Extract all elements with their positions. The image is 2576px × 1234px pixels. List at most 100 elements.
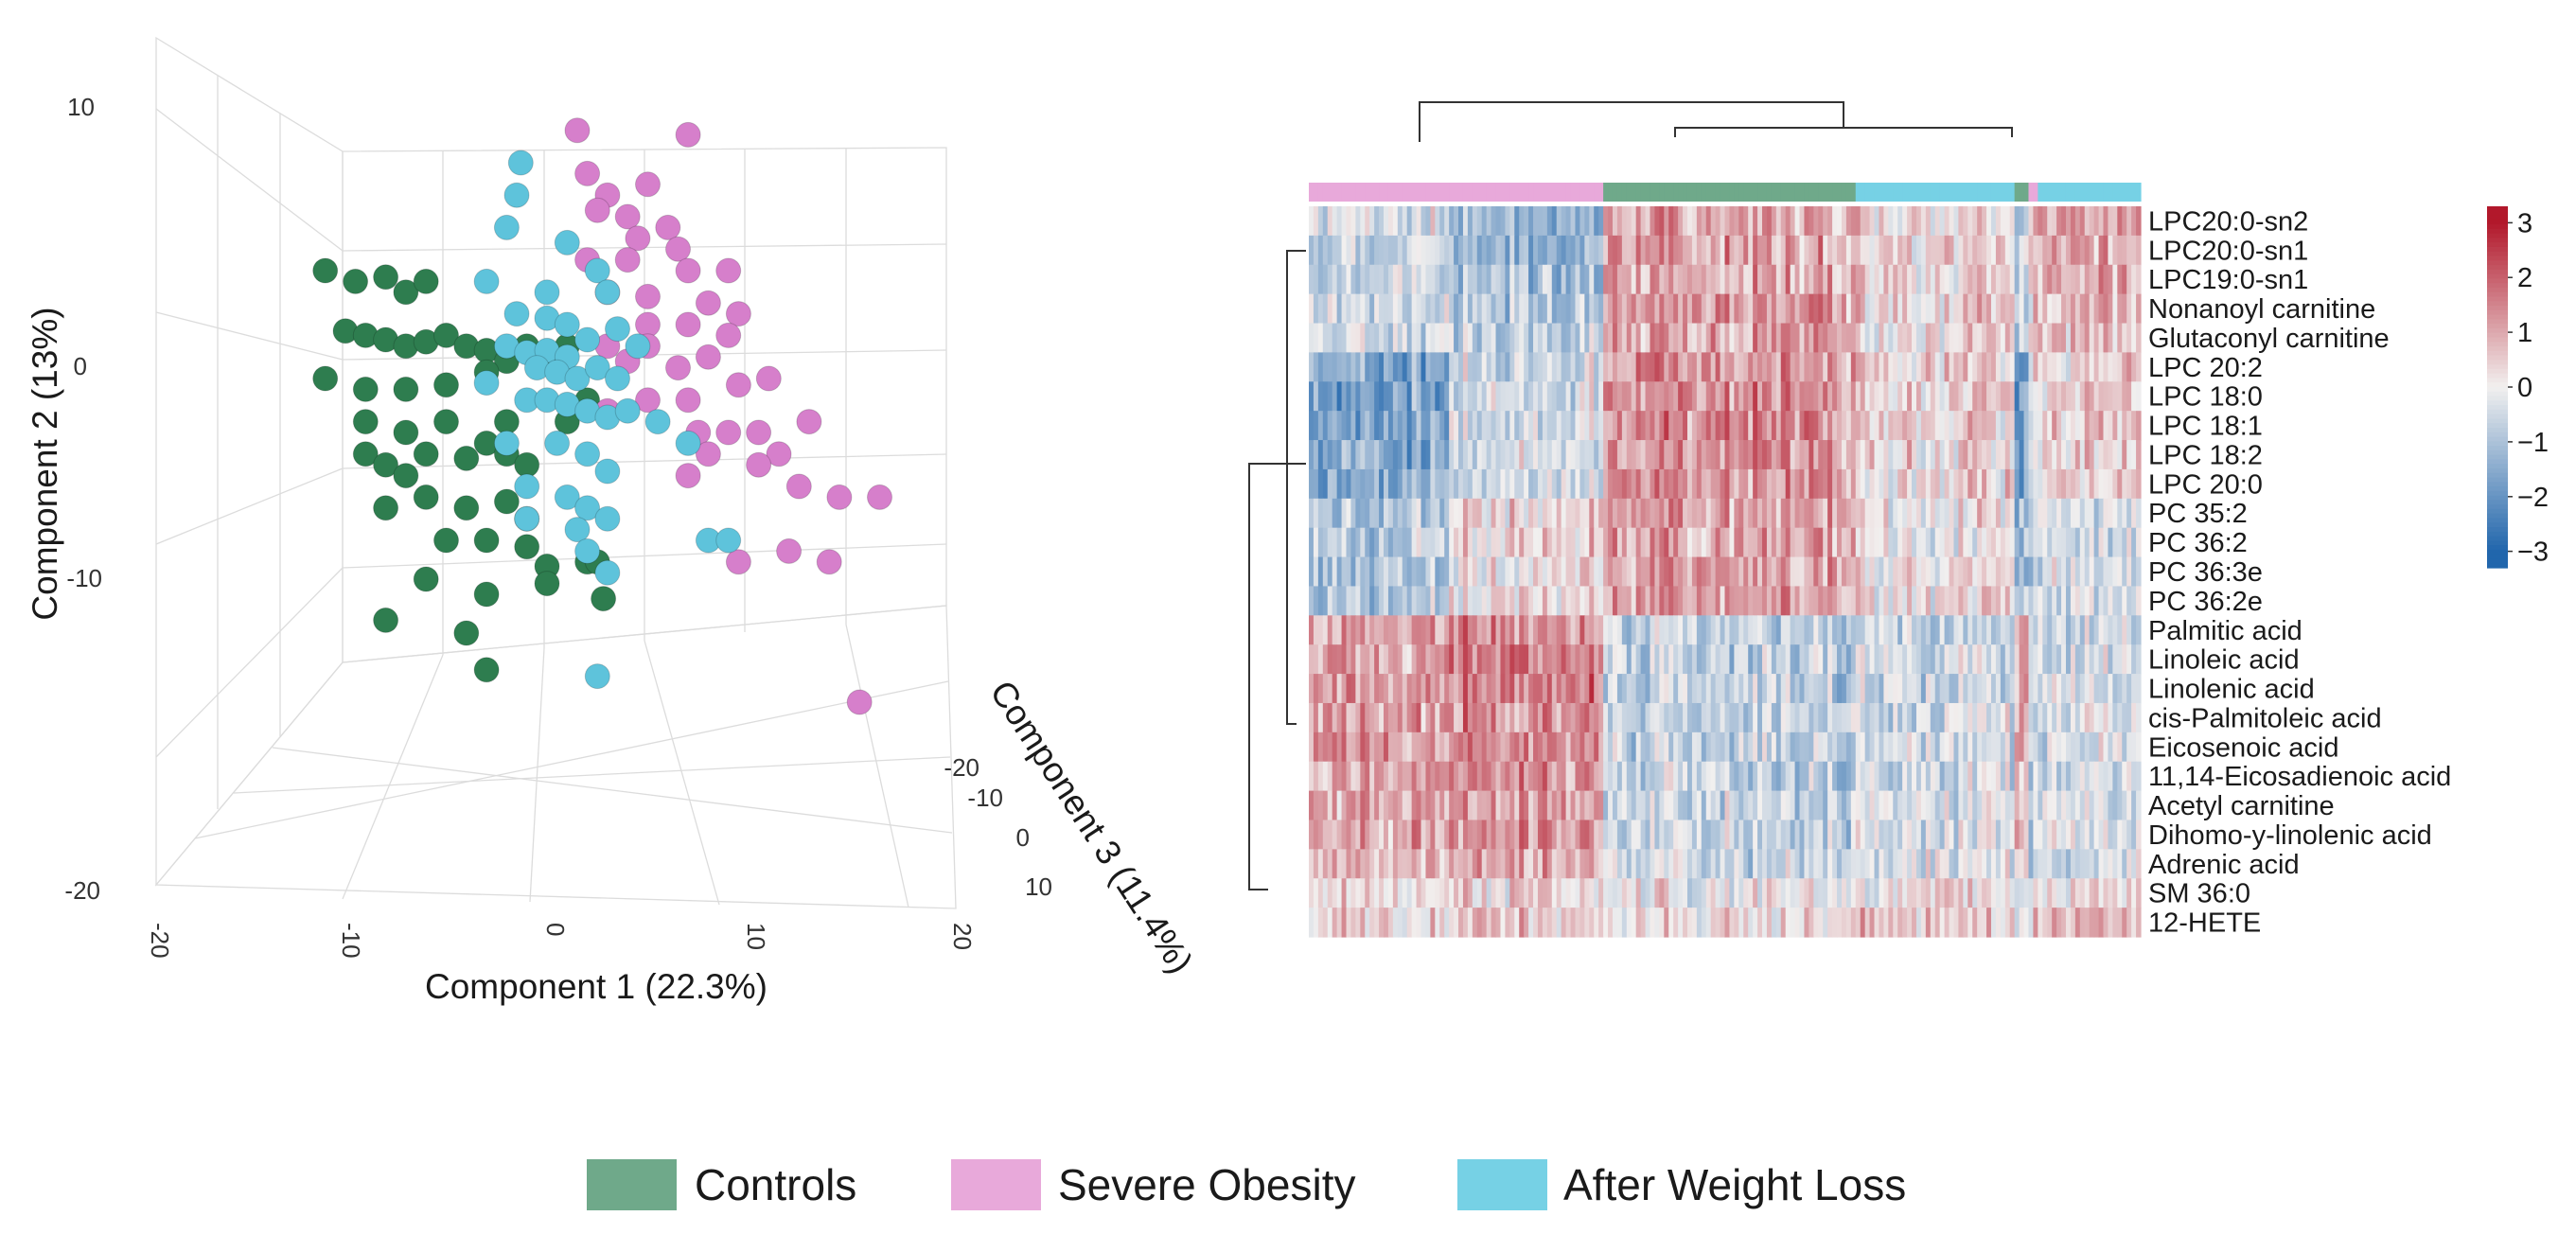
heatmap-cell [1678,556,1684,588]
heatmap-cell [1570,908,1577,938]
heatmap-cell [1533,908,1539,938]
heatmap-cell [1897,820,1903,850]
heatmap-cell [1524,206,1529,237]
heatmap-cell [1486,586,1492,616]
heatmap-cell [1818,908,1824,938]
heatmap-cell [2019,352,2025,382]
heatmap-cell [1953,468,1960,500]
heatmap-cell [2004,849,2011,879]
heatmap-cell [1392,468,1399,500]
heatmap-cell [1341,440,1348,470]
heatmap-cell [1837,586,1843,616]
heatmap-cell [1972,761,1978,792]
heatmap-cell [1416,293,1422,325]
heatmap-cell [1374,820,1380,850]
heatmap-cell [2122,820,2127,850]
heatmap-cell [1327,586,1333,616]
heatmap-cell [1467,235,1473,266]
heatmap-cell [1462,527,1469,558]
point-controls [373,451,399,478]
heatmap-cell [1678,820,1684,850]
heatmap-cell [1439,790,1445,821]
heatmap-cell [1612,498,1618,529]
point-severe-obesity [785,473,812,500]
heatmap-cell [1537,820,1544,850]
heatmap-cell [1977,644,1983,675]
heatmap-cell [2023,498,2030,529]
heatmap-cell [1953,908,1960,938]
heatmap-cell [1757,527,1763,558]
heatmap-cell [2117,235,2123,266]
heatmap-cell [1823,556,1828,588]
heatmap-cell [1808,352,1814,382]
heatmap-cell [1533,761,1539,792]
heatmap-cell [1332,586,1338,616]
heatmap-cell [1313,323,1319,353]
heatmap-cell [1309,674,1314,704]
heatmap-row-label: PC 36:2e [2148,587,2263,617]
group-bar-cell [1939,183,1946,202]
heatmap-cell [1317,440,1324,470]
heatmap-cell [1556,586,1562,616]
heatmap-cell [2042,732,2048,763]
heatmap-cell [1990,644,1997,675]
heatmap-cell [1691,732,1698,763]
heatmap-cell [1855,820,1861,850]
heatmap-cell [1476,381,1483,412]
heatmap-cell [1813,615,1819,645]
heatmap-cell [1771,761,1777,792]
heatmap-cell [1575,790,1581,821]
heatmap-cell [1664,615,1669,645]
heatmap-cell [1467,440,1473,470]
heatmap-cell [1771,206,1777,237]
heatmap-cell [1705,702,1712,733]
heatmap-cell [2136,820,2142,850]
heatmap-cell [1551,702,1558,733]
heatmap-cell [1579,323,1585,353]
heatmap-cell [1953,849,1960,879]
heatmap-cell [1603,381,1609,412]
heatmap-cell [1724,411,1731,441]
heatmap-cell [1995,498,2002,529]
point-severe-obesity [826,484,853,510]
heatmap-cell [1327,644,1333,675]
heatmap-cell [1982,761,1987,792]
heatmap-cell [2070,527,2076,558]
heatmap-cell [2028,615,2035,645]
heatmap-cell [2131,908,2137,938]
heatmap-cell [1454,878,1459,908]
heatmap-cell [2000,381,2006,412]
heatmap-cell [1462,820,1469,850]
heatmap-cell [1775,790,1782,821]
heatmap-cell [1491,908,1497,938]
heatmap-cell [1435,527,1440,558]
heatmap-cell [1420,468,1427,500]
heatmap-cell [2079,761,2086,792]
heatmap-cell [1818,586,1824,616]
heatmap-cell [1309,644,1314,675]
heatmap-cell [1734,615,1739,645]
heatmap-cell [1528,790,1534,821]
heatmap-cell [2033,352,2038,382]
heatmap-cell [1934,908,1941,938]
heatmap-cell [1322,820,1329,850]
heatmap-cell [1832,790,1838,821]
heatmap-cell [1934,615,1941,645]
heatmap-cell [2000,849,2006,879]
heatmap-cell [1977,702,1983,733]
heatmap-cell [2093,498,2100,529]
heatmap-cell [1546,498,1553,529]
heatmap-cell [1392,849,1399,879]
heatmap-cell [1982,644,1987,675]
heatmap-cell [1691,468,1698,500]
heatmap-cell [1565,352,1572,382]
heatmap-cell [1673,556,1679,588]
heatmap-cell [1743,644,1749,675]
heatmap-cell [1972,790,1978,821]
heatmap-cell [2014,702,2020,733]
heatmap-cell [1813,702,1819,733]
group-bar-cell [1332,183,1338,202]
heatmap-cell [1444,264,1450,295]
heatmap-cell [2052,820,2057,850]
heatmap-cell [2056,323,2062,353]
